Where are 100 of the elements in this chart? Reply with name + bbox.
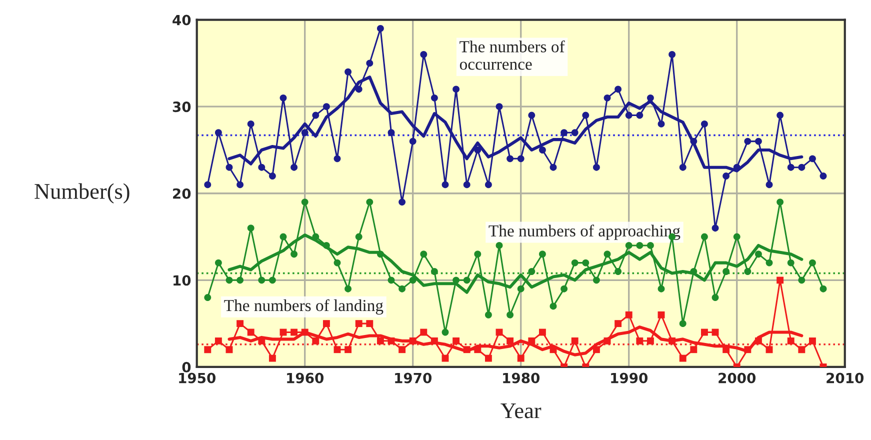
- point: [754, 138, 762, 145]
- point: [204, 294, 212, 301]
- series-label: The numbers of approaching: [488, 224, 680, 240]
- point: [538, 146, 546, 154]
- point: [679, 320, 686, 328]
- point: [398, 285, 406, 292]
- point: [798, 276, 806, 284]
- point: [614, 268, 622, 275]
- y-tick-label: 10: [174, 275, 191, 286]
- point: [355, 233, 362, 240]
- point: [787, 259, 794, 266]
- point: [754, 250, 762, 258]
- point: [712, 294, 719, 301]
- point: [334, 155, 341, 162]
- point: [420, 328, 428, 336]
- point: [247, 120, 254, 128]
- point: [798, 164, 806, 171]
- point: [592, 276, 600, 284]
- point: [766, 259, 773, 266]
- point: [582, 259, 590, 266]
- point: [658, 285, 665, 292]
- point: [312, 112, 320, 119]
- point: [538, 250, 546, 258]
- point: [484, 311, 492, 318]
- series-label: The numbers of landing: [224, 299, 384, 315]
- point: [268, 354, 276, 362]
- x-tick-label: 1960: [287, 372, 324, 384]
- point: [571, 337, 578, 344]
- point: [268, 276, 276, 284]
- point: [517, 354, 524, 362]
- point: [430, 268, 438, 275]
- point: [700, 120, 708, 128]
- point: [366, 320, 374, 328]
- point: [474, 250, 482, 258]
- point: [214, 259, 222, 266]
- x-tick-label: 1970: [395, 372, 432, 384]
- point: [290, 328, 298, 336]
- point: [733, 233, 740, 240]
- point: [463, 276, 470, 284]
- point: [571, 259, 578, 266]
- point: [376, 25, 384, 32]
- point: [301, 129, 308, 136]
- point: [776, 198, 784, 206]
- point: [636, 337, 644, 344]
- point: [290, 250, 298, 258]
- point: [214, 129, 222, 136]
- point: [506, 311, 514, 318]
- point: [528, 112, 536, 119]
- x-tick-label: 2010: [826, 372, 864, 384]
- point: [776, 276, 784, 284]
- point: [452, 337, 460, 344]
- point: [658, 120, 665, 128]
- point: [808, 155, 816, 162]
- point: [820, 285, 827, 292]
- point: [398, 346, 406, 354]
- point: [798, 346, 806, 354]
- point: [442, 328, 449, 336]
- point: [679, 354, 686, 362]
- x-tick-label: 1990: [611, 372, 648, 384]
- point: [376, 337, 384, 344]
- point: [560, 129, 568, 136]
- point: [484, 181, 492, 188]
- y-tick-label: 30: [172, 102, 191, 112]
- point: [247, 328, 254, 336]
- point: [658, 311, 665, 318]
- point: [690, 346, 698, 354]
- point: [388, 276, 395, 284]
- y-tick-label: 40: [172, 14, 191, 26]
- point: [646, 337, 654, 344]
- y-tick-label: 20: [173, 188, 191, 199]
- point: [560, 285, 568, 292]
- point: [214, 337, 222, 344]
- x-axis-title: Year: [500, 403, 542, 418]
- point: [571, 129, 578, 136]
- point: [226, 276, 233, 284]
- point: [506, 337, 514, 344]
- point: [592, 164, 600, 171]
- point: [636, 242, 644, 249]
- point: [517, 155, 524, 162]
- point: [322, 320, 330, 328]
- point: [722, 172, 730, 180]
- point: [226, 346, 233, 354]
- point: [409, 138, 416, 145]
- point: [398, 198, 406, 206]
- point: [301, 198, 308, 206]
- point: [582, 112, 590, 119]
- point: [700, 233, 708, 240]
- point: [766, 346, 773, 354]
- point: [312, 337, 320, 344]
- point: [236, 276, 244, 284]
- point: [722, 268, 730, 275]
- point: [604, 94, 611, 102]
- point: [452, 86, 460, 93]
- point: [625, 112, 632, 119]
- point: [679, 164, 686, 171]
- point: [808, 337, 816, 344]
- point: [226, 164, 233, 171]
- point: [766, 181, 773, 188]
- point: [344, 285, 352, 292]
- point: [442, 354, 449, 362]
